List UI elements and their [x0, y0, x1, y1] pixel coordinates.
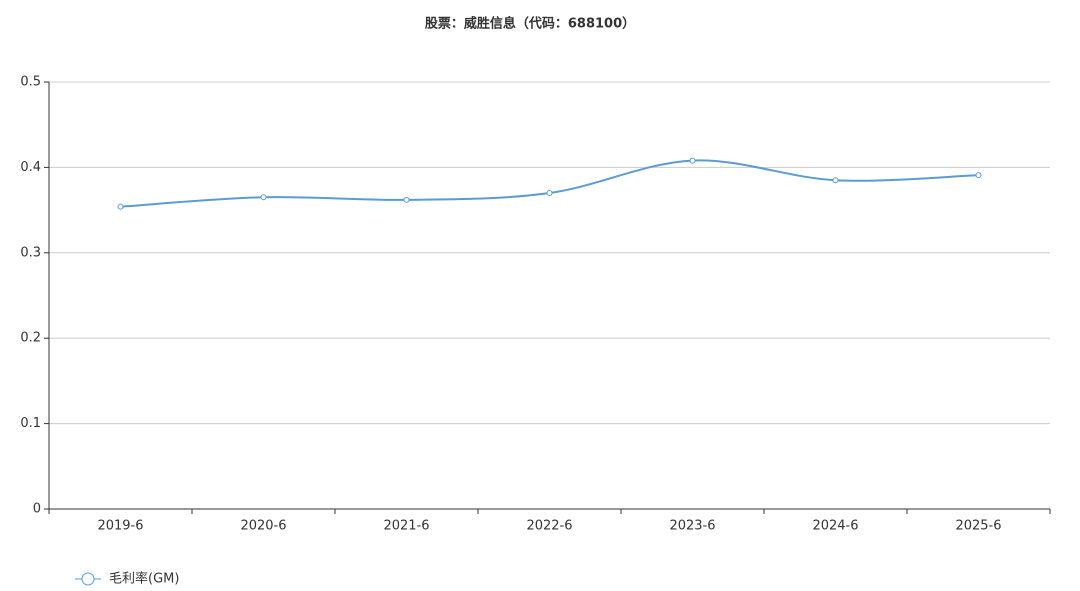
x-tick-label: 2020-6 [240, 519, 286, 534]
y-tick-label: 0.5 [20, 75, 41, 90]
data-point [403, 196, 410, 203]
data-point [117, 203, 124, 210]
x-tick-label: 2023-6 [669, 519, 715, 534]
data-point [546, 190, 553, 197]
x-tick-label: 2025-6 [955, 519, 1001, 534]
y-tick-label: 0 [33, 502, 41, 517]
y-tick-label: 0.2 [20, 331, 41, 346]
data-point [832, 177, 839, 184]
x-tick-label: 2022-6 [526, 519, 572, 534]
y-tick-label: 0.1 [20, 416, 41, 431]
y-tick-label: 0.4 [20, 160, 41, 175]
data-point [975, 172, 982, 179]
legend-label: 毛利率(GM) [109, 571, 179, 587]
data-point [689, 157, 696, 164]
data-point [260, 194, 267, 201]
chart-title: 股票：威胜信息（代码：688100） [425, 16, 635, 32]
x-tick-label: 2021-6 [383, 519, 429, 534]
x-tick-label: 2019-6 [97, 519, 143, 534]
legend-marker [81, 572, 95, 586]
y-tick-label: 0.3 [20, 245, 41, 260]
x-tick-label: 2024-6 [812, 519, 858, 534]
